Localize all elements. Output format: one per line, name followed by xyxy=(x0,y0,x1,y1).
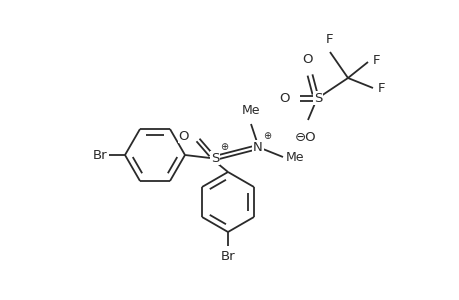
Text: F: F xyxy=(325,33,333,46)
Text: F: F xyxy=(377,82,385,94)
Text: Br: Br xyxy=(92,148,107,161)
Text: O: O xyxy=(178,130,189,142)
Text: ⊕: ⊕ xyxy=(219,142,228,152)
Text: Me: Me xyxy=(241,104,260,117)
Text: ⊕: ⊕ xyxy=(263,131,270,141)
Text: S: S xyxy=(210,152,218,164)
Text: ⊖O: ⊖O xyxy=(295,131,316,144)
Text: S: S xyxy=(313,92,321,104)
Text: N: N xyxy=(252,140,262,154)
Text: O: O xyxy=(279,92,289,104)
Text: O: O xyxy=(302,53,313,66)
Text: Br: Br xyxy=(220,250,235,263)
Text: F: F xyxy=(372,53,380,67)
Text: Me: Me xyxy=(285,151,304,164)
